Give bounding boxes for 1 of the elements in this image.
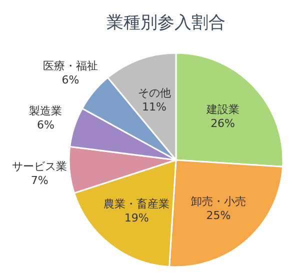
- title: 業種別参入割合: [106, 13, 226, 33]
